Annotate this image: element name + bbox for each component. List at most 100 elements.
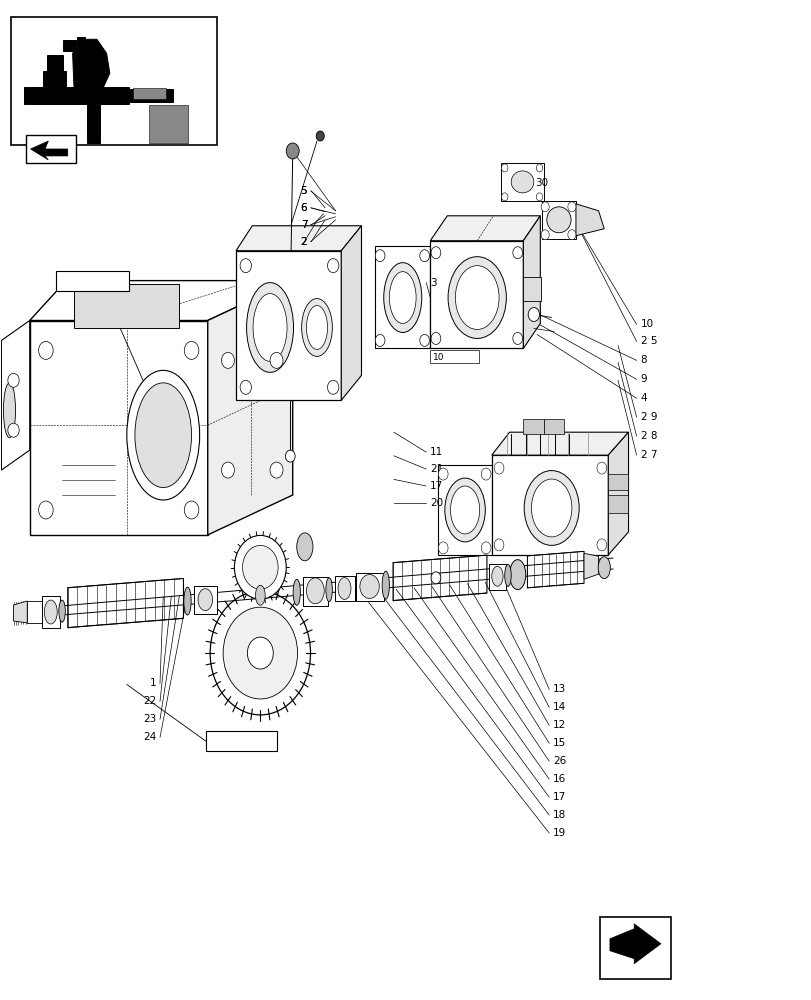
- Circle shape: [270, 462, 283, 478]
- Circle shape: [540, 202, 548, 212]
- Text: 30: 30: [534, 178, 548, 188]
- Polygon shape: [430, 241, 523, 348]
- Ellipse shape: [296, 533, 312, 561]
- Ellipse shape: [315, 131, 324, 141]
- Circle shape: [540, 230, 548, 240]
- Ellipse shape: [511, 171, 533, 193]
- Circle shape: [501, 164, 508, 172]
- Polygon shape: [30, 320, 208, 535]
- Bar: [76, 37, 84, 46]
- Circle shape: [184, 501, 199, 519]
- Bar: [523, 419, 543, 434]
- Circle shape: [242, 545, 278, 589]
- Text: 1: 1: [150, 678, 157, 688]
- Polygon shape: [393, 555, 487, 601]
- Ellipse shape: [359, 575, 379, 598]
- Bar: [501, 163, 543, 201]
- Ellipse shape: [183, 587, 191, 615]
- Circle shape: [596, 462, 606, 474]
- Text: 2: 2: [300, 237, 307, 247]
- Polygon shape: [609, 924, 660, 964]
- Bar: [44, 71, 66, 91]
- Circle shape: [375, 250, 384, 262]
- Bar: [607, 495, 627, 513]
- Text: 2 9: 2 9: [640, 412, 656, 422]
- Circle shape: [210, 591, 310, 715]
- Polygon shape: [375, 246, 430, 348]
- Polygon shape: [438, 465, 491, 555]
- Ellipse shape: [306, 306, 327, 349]
- Text: 18: 18: [552, 810, 566, 820]
- Ellipse shape: [382, 571, 389, 599]
- Text: 3: 3: [430, 278, 436, 288]
- Bar: [355, 573, 384, 601]
- Ellipse shape: [325, 578, 332, 602]
- Text: 26: 26: [552, 756, 566, 766]
- Ellipse shape: [253, 294, 287, 361]
- Ellipse shape: [450, 486, 479, 534]
- Text: 1.25.0: 1.25.0: [225, 736, 258, 746]
- Bar: [47, 55, 62, 71]
- Text: 13: 13: [552, 684, 566, 694]
- Bar: [334, 576, 354, 601]
- Circle shape: [513, 332, 522, 344]
- Text: 22: 22: [144, 696, 157, 706]
- Polygon shape: [523, 216, 539, 348]
- Ellipse shape: [255, 585, 265, 605]
- Circle shape: [438, 542, 448, 554]
- Polygon shape: [341, 226, 361, 400]
- Circle shape: [567, 202, 575, 212]
- Circle shape: [494, 539, 504, 551]
- Bar: [430, 350, 478, 363]
- Text: 23: 23: [144, 714, 157, 724]
- Circle shape: [431, 247, 440, 259]
- Text: 16: 16: [552, 774, 566, 784]
- Text: 1.21.0: 1.21.0: [76, 276, 109, 286]
- Bar: [194, 586, 217, 614]
- Ellipse shape: [384, 263, 421, 332]
- Circle shape: [285, 450, 294, 462]
- Text: 14: 14: [552, 702, 566, 712]
- Ellipse shape: [247, 283, 293, 372]
- Bar: [599, 917, 671, 979]
- Ellipse shape: [509, 560, 525, 590]
- Bar: [206, 731, 277, 751]
- Circle shape: [221, 352, 234, 368]
- Polygon shape: [208, 281, 292, 535]
- Ellipse shape: [198, 589, 212, 611]
- Circle shape: [567, 230, 575, 240]
- Polygon shape: [607, 432, 628, 555]
- Bar: [303, 577, 327, 606]
- Circle shape: [513, 247, 522, 259]
- Circle shape: [247, 637, 273, 669]
- Text: 5: 5: [300, 186, 307, 196]
- Circle shape: [481, 542, 491, 554]
- Text: 15: 15: [552, 738, 566, 748]
- Text: 2 8: 2 8: [640, 431, 656, 441]
- Circle shape: [8, 373, 19, 387]
- Polygon shape: [236, 251, 341, 400]
- Text: 6: 6: [300, 203, 307, 213]
- Text: 21: 21: [430, 464, 443, 474]
- Ellipse shape: [389, 272, 415, 323]
- Circle shape: [184, 341, 199, 359]
- Polygon shape: [2, 320, 30, 470]
- Text: 2 5: 2 5: [640, 336, 656, 346]
- Polygon shape: [583, 553, 598, 579]
- Circle shape: [221, 462, 234, 478]
- Bar: [42, 596, 59, 628]
- Bar: [607, 474, 627, 490]
- Text: 2 7: 2 7: [640, 450, 656, 460]
- Circle shape: [234, 535, 286, 599]
- Text: 24: 24: [144, 732, 157, 742]
- Ellipse shape: [306, 578, 324, 604]
- Circle shape: [270, 352, 283, 368]
- Text: 7: 7: [300, 220, 307, 230]
- Text: 10: 10: [432, 353, 444, 362]
- Ellipse shape: [45, 600, 57, 624]
- Circle shape: [481, 468, 491, 480]
- Bar: [133, 88, 165, 99]
- Polygon shape: [67, 578, 183, 628]
- Circle shape: [494, 462, 504, 474]
- Ellipse shape: [524, 471, 578, 545]
